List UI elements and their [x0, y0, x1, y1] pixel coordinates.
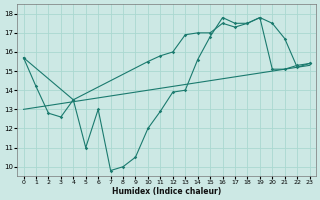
- X-axis label: Humidex (Indice chaleur): Humidex (Indice chaleur): [112, 187, 221, 196]
